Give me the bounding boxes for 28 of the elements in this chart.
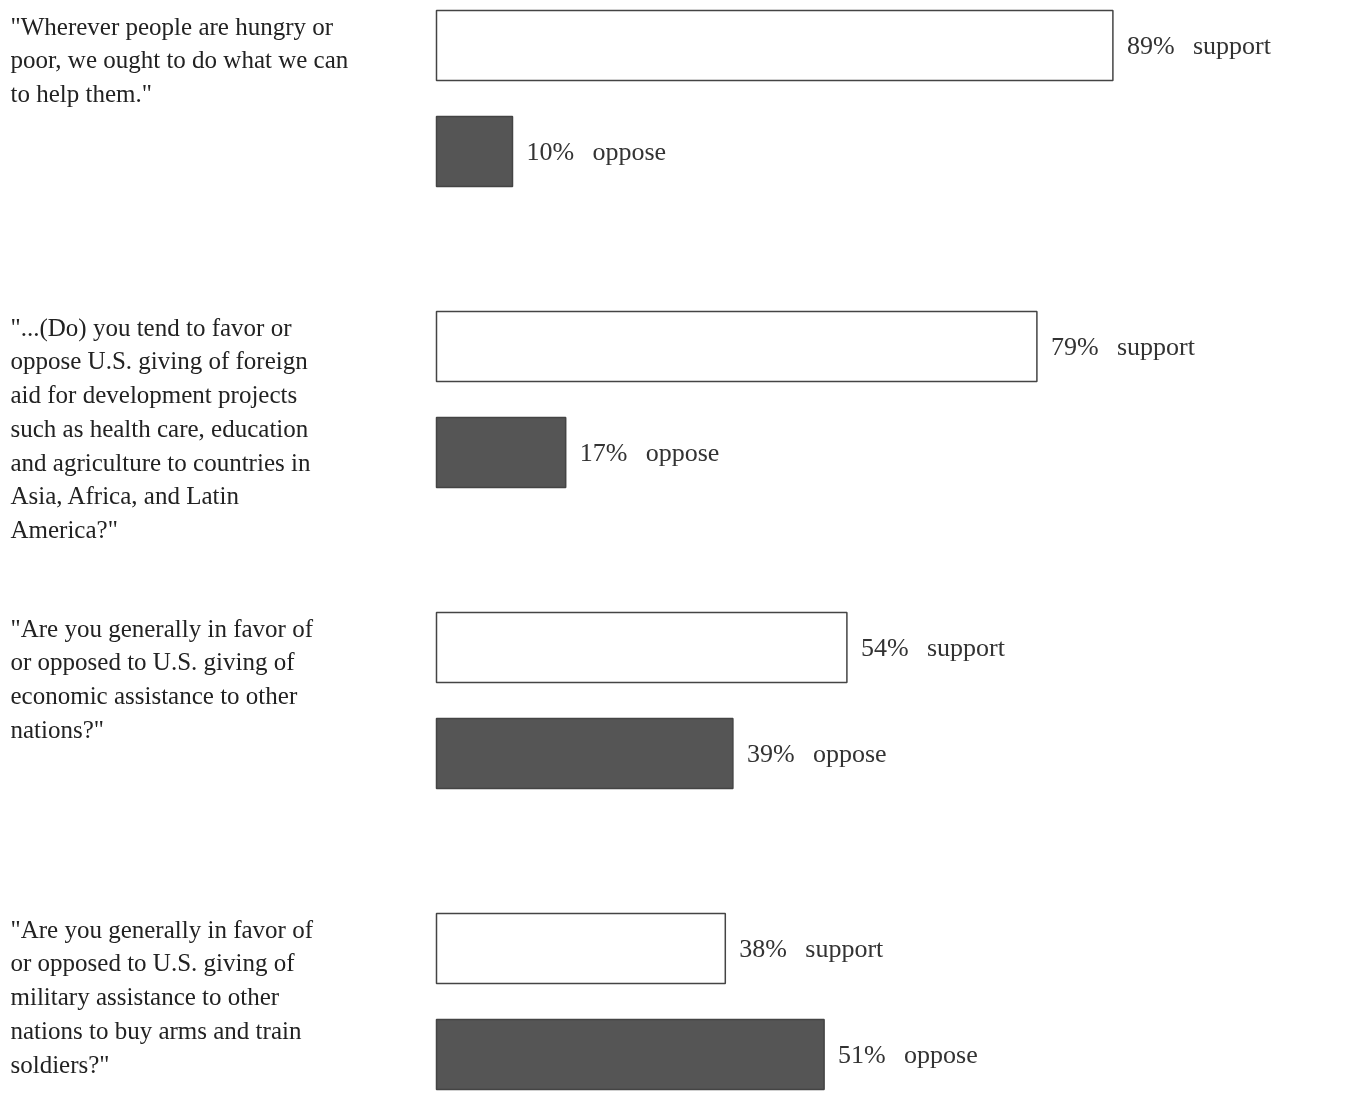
text: support: [1116, 332, 1195, 361]
text: oppose: [645, 438, 720, 467]
data-label: 10%: [526, 137, 575, 166]
data-label: 51%: [838, 1040, 886, 1069]
bar: [435, 912, 727, 985]
text: oppose: [812, 739, 887, 768]
y-tick-label: "Wherever people are hungry or poor, we ought to do what we can to help them.": [10, 12, 349, 107]
text: support: [1192, 31, 1272, 60]
bar: [435, 115, 514, 188]
text: support: [805, 934, 884, 963]
text: support: [926, 633, 1005, 662]
y-tick-label: "Are you generally in favor of or opposed to U.S. giving of military assistance to other nations to buy arms and train soldiers?": [10, 915, 314, 1078]
data-label: 38%: [739, 934, 787, 963]
data-label: 89%: [1126, 31, 1175, 60]
data-label: 17%: [579, 438, 628, 467]
text: oppose: [904, 1040, 978, 1069]
y-tick-label: "Are you generally in favor of or opposed to U.S. giving of economic assistance to other nations?": [10, 614, 314, 743]
text: oppose: [592, 137, 667, 166]
bar: [435, 717, 734, 790]
bar: [435, 9, 1114, 82]
bar: [435, 416, 567, 489]
data-label: 39%: [746, 739, 795, 768]
y-tick-label: "...(Do) you tend to favor or oppose U.S. giving of foreign aid for development projects such as health care, education and agriculture to countries in Asia, Africa, and Latin America?": [10, 313, 311, 543]
data-label: 79%: [1050, 332, 1099, 361]
bar: [435, 1018, 825, 1091]
bar: [435, 611, 848, 684]
bar: [435, 310, 1038, 383]
data-label: 54%: [860, 633, 909, 662]
